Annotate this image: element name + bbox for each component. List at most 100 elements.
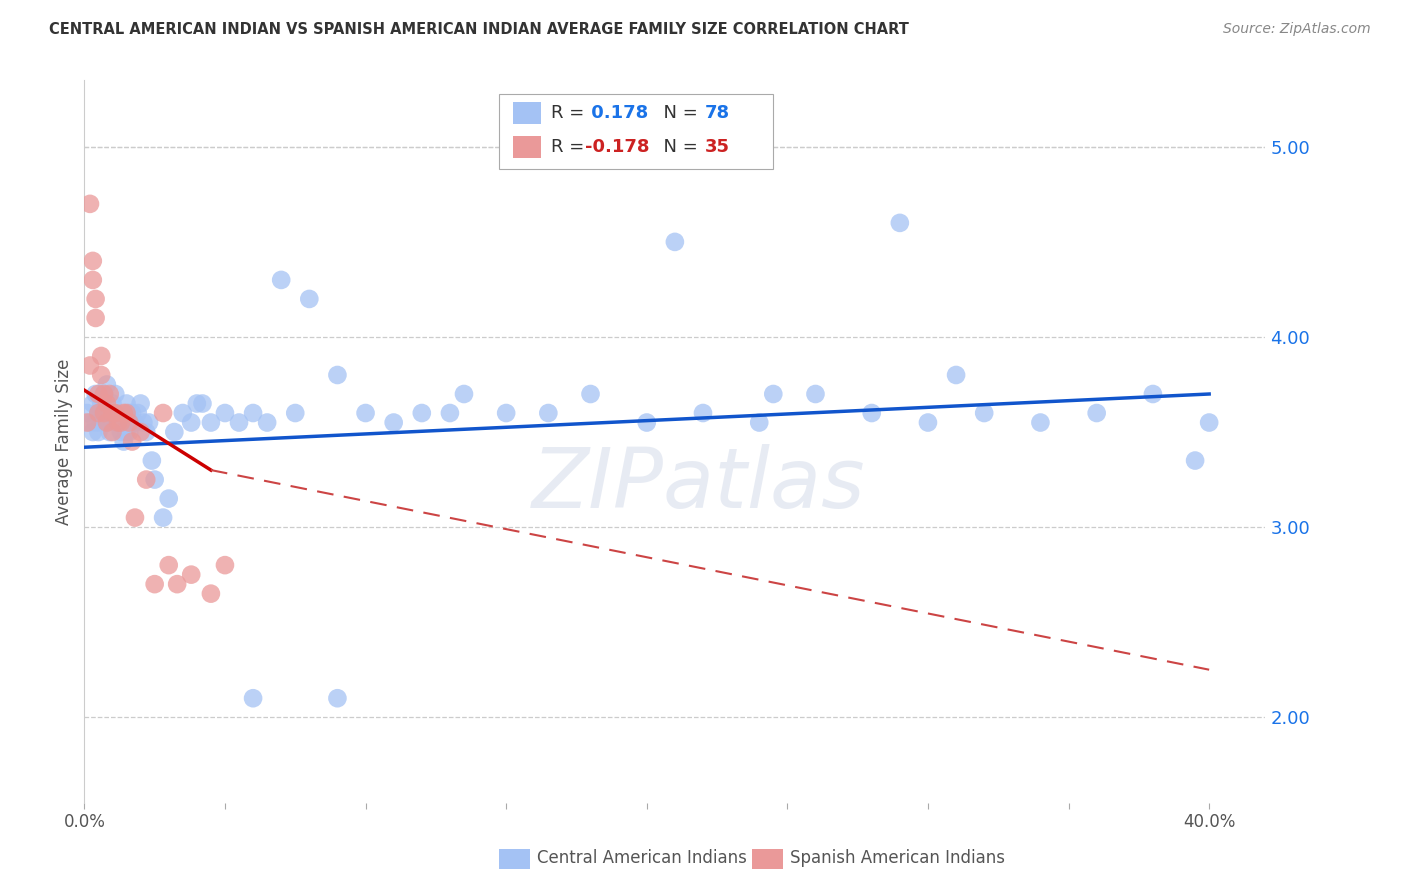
Point bbox=[87, 425, 110, 439]
Point bbox=[98, 387, 121, 401]
Point bbox=[118, 406, 141, 420]
Point bbox=[152, 510, 174, 524]
Point bbox=[93, 387, 115, 401]
Text: Central American Indians: Central American Indians bbox=[537, 849, 747, 867]
Point bbox=[1029, 416, 1052, 430]
Point bbox=[1142, 387, 1164, 401]
Point bbox=[242, 406, 264, 420]
Text: 35: 35 bbox=[704, 138, 730, 156]
Point bbox=[121, 434, 143, 449]
Point bbox=[143, 473, 166, 487]
Point bbox=[93, 406, 115, 420]
Text: N =: N = bbox=[652, 104, 704, 122]
Point bbox=[127, 406, 149, 420]
Point bbox=[121, 406, 143, 420]
Point bbox=[93, 387, 115, 401]
Point bbox=[101, 425, 124, 439]
Point bbox=[82, 396, 104, 410]
Point bbox=[138, 416, 160, 430]
Point bbox=[96, 396, 118, 410]
Point bbox=[200, 416, 222, 430]
Point bbox=[124, 510, 146, 524]
Point bbox=[636, 416, 658, 430]
Point bbox=[143, 577, 166, 591]
Point bbox=[98, 406, 121, 420]
Text: CENTRAL AMERICAN INDIAN VS SPANISH AMERICAN INDIAN AVERAGE FAMILY SIZE CORRELATI: CENTRAL AMERICAN INDIAN VS SPANISH AMERI… bbox=[49, 22, 910, 37]
Point bbox=[382, 416, 405, 430]
Point bbox=[104, 406, 127, 420]
Point bbox=[76, 406, 98, 420]
Point bbox=[537, 406, 560, 420]
Point bbox=[104, 387, 127, 401]
Point bbox=[82, 425, 104, 439]
Point bbox=[326, 368, 349, 382]
Point bbox=[135, 473, 157, 487]
Text: 78: 78 bbox=[704, 104, 730, 122]
Point bbox=[76, 416, 98, 430]
Point bbox=[186, 396, 208, 410]
Text: Source: ZipAtlas.com: Source: ZipAtlas.com bbox=[1223, 22, 1371, 37]
Point bbox=[110, 425, 132, 439]
Point bbox=[101, 406, 124, 420]
Point bbox=[354, 406, 377, 420]
Text: ZIPatlas: ZIPatlas bbox=[531, 444, 865, 525]
Point bbox=[152, 406, 174, 420]
Point bbox=[96, 377, 118, 392]
Point bbox=[129, 396, 152, 410]
Point bbox=[242, 691, 264, 706]
Point bbox=[326, 691, 349, 706]
Point bbox=[163, 425, 186, 439]
Point bbox=[748, 416, 770, 430]
Point bbox=[107, 416, 129, 430]
Point bbox=[270, 273, 292, 287]
Point bbox=[495, 406, 517, 420]
Point bbox=[439, 406, 461, 420]
Point bbox=[166, 577, 188, 591]
Point bbox=[84, 416, 107, 430]
Point bbox=[87, 387, 110, 401]
Point bbox=[180, 567, 202, 582]
Point bbox=[112, 406, 135, 420]
Point bbox=[82, 273, 104, 287]
Point bbox=[84, 292, 107, 306]
Point bbox=[804, 387, 827, 401]
Point bbox=[579, 387, 602, 401]
Text: Spanish American Indians: Spanish American Indians bbox=[790, 849, 1005, 867]
Point bbox=[860, 406, 883, 420]
Point bbox=[157, 558, 180, 573]
Text: R =: R = bbox=[551, 104, 591, 122]
Point bbox=[115, 425, 138, 439]
Text: N =: N = bbox=[652, 138, 704, 156]
Point bbox=[298, 292, 321, 306]
Point bbox=[284, 406, 307, 420]
Point bbox=[191, 396, 214, 410]
Point bbox=[129, 425, 152, 439]
Point bbox=[256, 416, 278, 430]
Point bbox=[87, 406, 110, 420]
Point bbox=[228, 416, 250, 430]
Y-axis label: Average Family Size: Average Family Size bbox=[55, 359, 73, 524]
Point bbox=[96, 416, 118, 430]
Point bbox=[214, 558, 236, 573]
Point bbox=[124, 416, 146, 430]
Point bbox=[87, 406, 110, 420]
Point bbox=[115, 406, 138, 420]
Point bbox=[141, 453, 163, 467]
Point bbox=[945, 368, 967, 382]
Point bbox=[90, 349, 112, 363]
Point bbox=[1184, 453, 1206, 467]
Point bbox=[889, 216, 911, 230]
Point bbox=[135, 425, 157, 439]
Point bbox=[118, 416, 141, 430]
Point bbox=[101, 406, 124, 420]
Point bbox=[79, 359, 101, 373]
Point bbox=[180, 416, 202, 430]
Point bbox=[214, 406, 236, 420]
Point bbox=[453, 387, 475, 401]
Point bbox=[90, 396, 112, 410]
Point bbox=[79, 197, 101, 211]
Point bbox=[84, 310, 107, 325]
Point bbox=[973, 406, 995, 420]
Point bbox=[96, 416, 118, 430]
Point bbox=[172, 406, 194, 420]
